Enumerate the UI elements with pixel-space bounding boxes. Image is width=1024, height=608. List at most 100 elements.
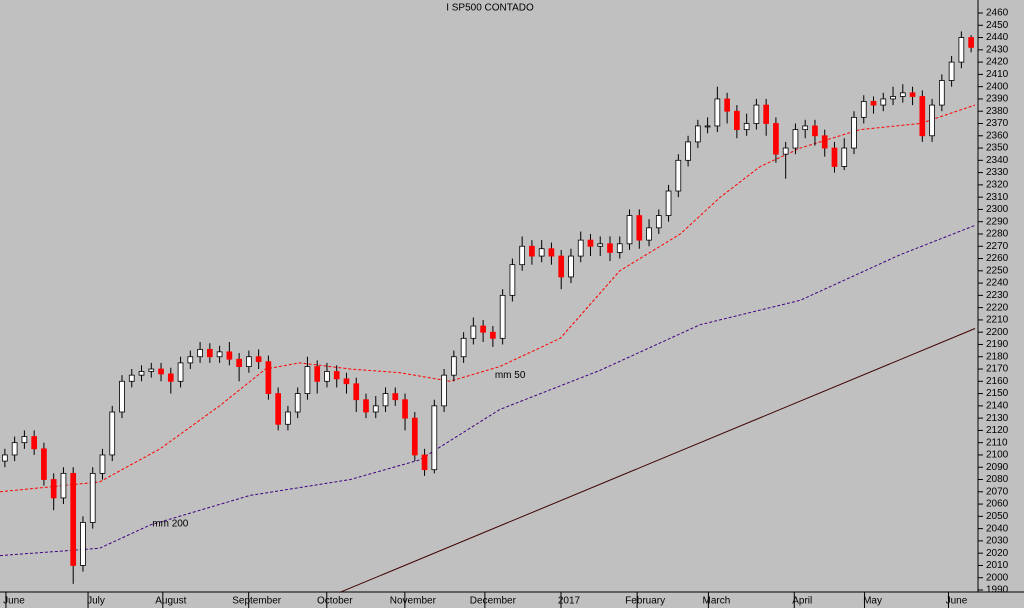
candle-body — [177, 362, 184, 382]
y-tick-label: 1990 — [986, 585, 1009, 596]
line-series — [339, 328, 976, 593]
y-tick-label: 2170 — [986, 364, 1009, 375]
y-tick-label: 2130 — [986, 413, 1009, 424]
candle-body — [548, 248, 555, 257]
y-tick-label: 2120 — [986, 425, 1009, 436]
candle-body — [831, 147, 838, 167]
y-tick-label: 2030 — [986, 536, 1009, 547]
candle-body — [695, 125, 701, 143]
x-tick-label: August — [155, 596, 186, 607]
y-tick-label: 2230 — [986, 290, 1009, 301]
candle-body — [206, 348, 213, 358]
candle-body — [343, 378, 350, 385]
y-tick-label: 2100 — [986, 450, 1009, 461]
y-tick-label: 2000 — [986, 572, 1009, 583]
candle-body — [802, 125, 809, 131]
candle-body — [763, 104, 769, 124]
candle-body — [939, 80, 945, 106]
x-tick-label: November — [390, 596, 437, 607]
y-tick-label: 2150 — [986, 388, 1009, 399]
y-tick-label: 2390 — [986, 94, 1009, 105]
candle-body — [80, 522, 86, 566]
candle-body — [109, 411, 116, 456]
y-tick-label: 2320 — [986, 180, 1009, 191]
candle-body — [431, 405, 438, 471]
candle-body — [216, 351, 223, 358]
candle-body — [285, 411, 291, 425]
candle-body — [138, 371, 145, 376]
candle-body — [860, 100, 867, 118]
candle-body — [265, 361, 272, 394]
y-tick-label: 2110 — [986, 437, 1008, 448]
candle-body — [958, 37, 965, 63]
candle-body — [929, 104, 935, 137]
candle-body — [773, 123, 779, 155]
y-tick-label: 2260 — [986, 253, 1009, 264]
candle-body — [558, 255, 565, 278]
candle-body — [402, 399, 408, 419]
y-tick-label: 2250 — [986, 265, 1009, 276]
x-tick-label: October — [317, 596, 353, 607]
candle-body — [294, 393, 301, 413]
x-tick-label: June — [3, 596, 25, 607]
x-tick-label: March — [702, 596, 730, 607]
candle-body — [275, 393, 282, 425]
candle-body — [89, 472, 96, 523]
candle-body — [167, 373, 174, 382]
y-tick-label: 2380 — [986, 106, 1009, 117]
y-tick-label: 2400 — [986, 81, 1009, 92]
y-tick-label: 2410 — [986, 69, 1009, 80]
candle-body — [646, 227, 652, 241]
y-tick-label: 2200 — [986, 327, 1009, 338]
y-tick-label: 2140 — [986, 400, 1009, 411]
y-tick-label: 2360 — [986, 130, 1009, 141]
x-tick-label: April — [792, 596, 812, 607]
candle-body — [509, 264, 516, 296]
y-tick-label: 2010 — [986, 560, 1009, 571]
annotation: mm 200 — [152, 518, 189, 529]
candle-body — [31, 436, 37, 450]
y-tick-label: 2050 — [986, 511, 1009, 522]
y-tick-label: 2180 — [986, 351, 1009, 362]
y-tick-label: 2020 — [986, 548, 1009, 559]
candle-body — [353, 383, 360, 401]
candle-body — [851, 116, 857, 149]
candle-body — [158, 368, 164, 375]
y-tick-label: 2220 — [986, 302, 1009, 313]
candle-body — [187, 356, 194, 364]
y-tick-label: 2240 — [986, 278, 1009, 289]
x-tick-label: May — [863, 596, 882, 607]
candle-body — [655, 215, 662, 229]
candle-body — [490, 331, 496, 339]
candle-body — [236, 358, 242, 367]
candle-body — [11, 442, 18, 456]
candle-body — [538, 248, 545, 257]
y-tick-label: 2350 — [986, 143, 1009, 154]
y-tick-label: 2160 — [986, 376, 1009, 387]
candle-body — [382, 393, 389, 407]
y-tick-label: 2070 — [986, 486, 1009, 497]
candle-body — [314, 366, 321, 382]
y-tick-label: 2330 — [986, 167, 1009, 178]
candle-body — [792, 129, 799, 149]
candle-body — [587, 239, 594, 247]
candle-body — [333, 371, 340, 380]
candle-body — [392, 393, 399, 401]
candle-body — [821, 135, 828, 149]
y-tick-label: 2430 — [986, 44, 1009, 55]
candle-body — [841, 147, 848, 167]
candle-body — [880, 98, 887, 106]
candle-body — [21, 436, 28, 444]
candle-body — [626, 215, 633, 245]
candle-body — [304, 366, 311, 394]
candle-body — [460, 337, 467, 358]
annotation: mm 50 — [495, 370, 526, 381]
y-tick-label: 2300 — [986, 204, 1009, 215]
y-tick-label: 2450 — [986, 20, 1009, 31]
candle-body — [870, 100, 877, 106]
y-tick-label: 2040 — [986, 523, 1009, 534]
x-tick-label: December — [470, 596, 517, 607]
candle-body — [616, 243, 623, 253]
candle-body — [577, 239, 584, 257]
